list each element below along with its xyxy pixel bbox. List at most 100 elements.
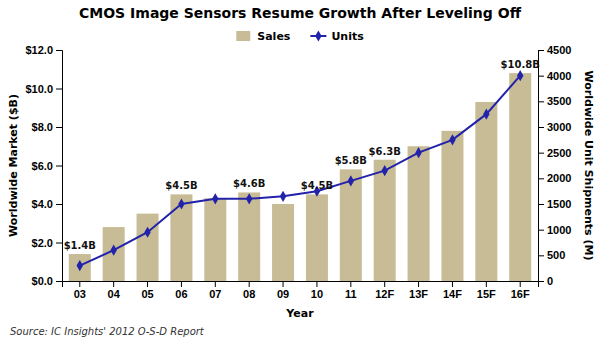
x-tick-label: 08 [243, 288, 255, 300]
y-axis: $0.0$2.0$4.0$6.0$8.0$10.0$12.0 [25, 44, 62, 287]
x-tick-label: 10 [311, 288, 323, 300]
x-tick-label: 15F [477, 288, 496, 300]
y2-tick-mark [538, 204, 544, 205]
x-axis-title: Year [285, 307, 314, 320]
y2-tick: 3000 [538, 121, 571, 133]
y2-tick-mark [538, 230, 544, 231]
x-axis-line [63, 282, 539, 288]
y-tick-label: $0.0 [32, 275, 53, 287]
y2-tick: 1000 [538, 224, 571, 236]
marker [381, 165, 387, 176]
y2-tick-label: 1000 [547, 224, 571, 236]
x-tick-mark [520, 281, 521, 287]
y-tick: $10.0 [25, 83, 62, 95]
x-tick-mark [418, 281, 419, 287]
y2-tick-label: 1500 [547, 198, 571, 210]
bar [509, 73, 531, 281]
x-tick-mark [215, 281, 216, 287]
x-tick-label: 11 [345, 288, 357, 300]
title: CMOS Image Sensors Resume Growth After L… [79, 5, 522, 21]
x-tick-label: 14F [443, 288, 462, 300]
legend-swatch [236, 31, 250, 41]
x-tick-mark [316, 281, 317, 287]
y2-tick-mark [538, 50, 544, 51]
y-axis-title: Worldwide Market ($B) [7, 94, 20, 237]
x-tick: 15F [477, 281, 496, 300]
bar [204, 198, 226, 281]
y2-tick: 2500 [538, 147, 571, 159]
x-tick: 04 [108, 281, 121, 300]
marker [212, 193, 218, 204]
y2-tick-label: 2000 [547, 172, 571, 184]
y-tick: $12.0 [25, 44, 62, 56]
bar [306, 194, 328, 281]
bar [137, 214, 159, 281]
line-series [77, 70, 524, 271]
x-tick: 05 [141, 281, 153, 300]
y2-tick: 0 [538, 275, 553, 287]
bar [408, 146, 430, 281]
bar [272, 204, 294, 281]
y-tick-mark [56, 50, 62, 51]
x-tick-mark [283, 281, 284, 287]
bar [238, 192, 260, 281]
x-tick-label: 09 [277, 288, 289, 300]
x-tick: 06 [175, 281, 187, 300]
y-tick-label: $12.0 [25, 44, 53, 56]
annotation: $4.6B [233, 178, 265, 189]
x-tick-label: 06 [175, 288, 187, 300]
y2-tick: 4000 [538, 70, 571, 82]
marker [483, 109, 489, 120]
y2-tick-label: 0 [547, 275, 553, 287]
x-tick: 10 [311, 281, 323, 300]
x-tick-mark [113, 281, 114, 287]
x-tick-mark [249, 281, 250, 287]
y2-tick-mark [538, 101, 544, 102]
y-tick-label: $6.0 [32, 160, 53, 172]
bar [170, 194, 192, 281]
x-tick-label: 05 [141, 288, 153, 300]
y2-tick: 4500 [538, 44, 571, 56]
x-tick: 13F [409, 281, 428, 300]
annotation: $10.8B [501, 59, 540, 70]
annotation: $1.4B [64, 240, 96, 251]
annotation: $4.5B [301, 180, 333, 191]
x-tick: 14F [443, 281, 462, 300]
y2-tick: 2000 [538, 172, 571, 184]
y-tick-label: $8.0 [32, 121, 53, 133]
x-tick-label: 13F [409, 288, 428, 300]
marker [415, 147, 421, 158]
y-tick-mark [56, 127, 62, 128]
marker [348, 175, 354, 186]
y-tick-label: $2.0 [32, 237, 53, 249]
y-tick-mark [56, 243, 62, 244]
y2-tick-mark [538, 178, 544, 179]
x-tick: 16F [511, 281, 530, 300]
y-tick-mark [56, 166, 62, 167]
x-tick: 12F [375, 281, 394, 300]
y2-tick-label: 500 [547, 249, 565, 261]
marker [246, 193, 252, 204]
y2-axis: 0 500 1000 1500 2000 2500 3000 3500 4000 4500 [538, 44, 571, 287]
x-tick: 09 [277, 281, 289, 300]
y2-axis-title: Worldwide Unit Shipments (M) [582, 71, 595, 261]
x-tick: 08 [243, 281, 255, 300]
x-tick-label: 03 [74, 288, 86, 300]
marker [280, 191, 286, 202]
y2-tick-label: 4500 [547, 44, 571, 56]
y2-tick: 3500 [538, 95, 571, 107]
bar-series [69, 73, 531, 281]
marker [178, 198, 184, 209]
x-tick-label: 16F [511, 288, 530, 300]
legend: SalesUnits [236, 30, 364, 43]
y-tick: $8.0 [32, 121, 62, 133]
annotation: $4.5B [165, 180, 197, 191]
line [80, 76, 520, 266]
legend-item: Units [310, 30, 364, 43]
y-tick-label: $10.0 [25, 83, 53, 95]
y2-tick-label: 2500 [547, 147, 571, 159]
x-tick-mark [181, 281, 182, 287]
source: Source: IC Insights' 2012 O-S-D Report [10, 326, 205, 337]
x-tick: 11 [345, 281, 357, 300]
x-tick-mark [452, 281, 453, 287]
